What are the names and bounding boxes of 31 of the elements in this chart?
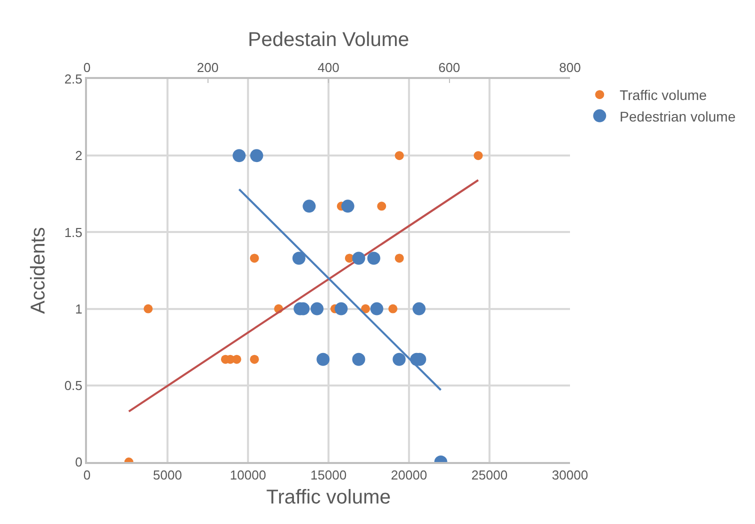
y-tick-label: 1 [75, 301, 82, 316]
x-tick-label: 10000 [230, 468, 266, 483]
point [394, 254, 404, 263]
point [250, 354, 259, 364]
x2-axis-title: Pedestain Volume [248, 28, 410, 51]
x-tick-label: 20000 [390, 468, 428, 483]
point [232, 354, 242, 364]
x-tick-label: 30000 [552, 468, 588, 483]
y-tick-label: 2 [75, 148, 82, 164]
point [361, 304, 370, 314]
x-axis-title: Traffic volume [266, 486, 391, 509]
legend-label: Traffic volume [620, 87, 708, 104]
x2-tick-label: 400 [318, 60, 340, 75]
x2-tick-label: 600 [438, 60, 460, 75]
point [377, 202, 386, 211]
x-tick-label: 25000 [471, 468, 508, 483]
point [250, 254, 259, 263]
x2-tick-label: 200 [196, 60, 219, 75]
point [388, 304, 398, 314]
y-tick-label: 1.5 [64, 224, 82, 240]
y-axis-title: Accidents [27, 227, 50, 314]
x-tick-label: 5000 [153, 468, 182, 483]
point [394, 151, 404, 160]
y-tick-label: 0 [75, 454, 82, 470]
point [144, 304, 153, 314]
point [474, 151, 483, 160]
x-tick-label: 15000 [310, 468, 347, 483]
y-tick-label: 2.5 [64, 72, 82, 87]
x2-tick-label: 800 [559, 60, 581, 75]
y-tick-label: 0.5 [64, 378, 82, 393]
legend-label: Pedestrian volume [620, 108, 736, 124]
